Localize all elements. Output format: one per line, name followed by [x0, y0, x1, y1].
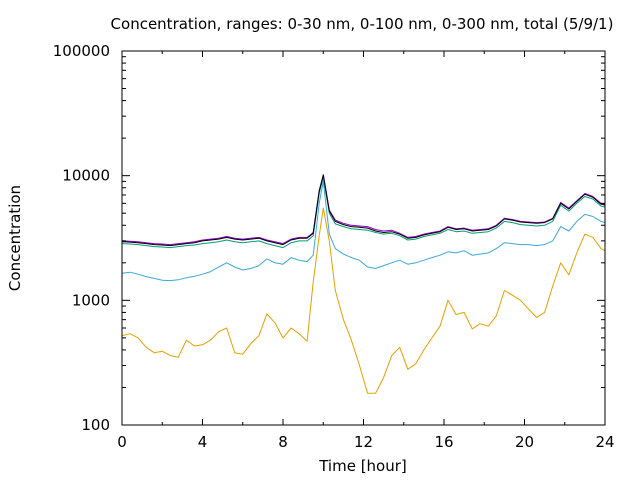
plot-frame	[121, 50, 606, 426]
series-line-2	[121, 180, 606, 282]
series-line-3	[121, 176, 606, 249]
y-tick-label: 10000	[62, 167, 110, 185]
x-tick-label: 20	[515, 433, 534, 451]
y-tick-label: 100000	[53, 42, 110, 60]
series-line-1	[121, 207, 606, 394]
chart-title: Concentration, ranges: 0-30 nm, 0-100 nm…	[111, 15, 614, 33]
x-tick-label: 16	[434, 433, 453, 451]
x-tick-label: 24	[595, 433, 614, 451]
x-axis-title: Time [hour]	[318, 457, 407, 475]
x-tick-label: 0	[117, 433, 127, 451]
x-tick-label: 12	[354, 433, 373, 451]
x-tick-label: 4	[198, 433, 208, 451]
series-line-5	[121, 174, 606, 247]
y-axis: 100 1000 10000 100000	[53, 42, 605, 434]
y-axis-title: Concentration	[6, 185, 24, 291]
x-axis: 0 4 8 12 16 20 24	[117, 51, 615, 451]
y-tick-label: 1000	[72, 291, 110, 309]
x-tick-label: 8	[278, 433, 288, 451]
series-line-4	[121, 174, 606, 246]
y-tick-label: 100	[81, 416, 110, 434]
series-layer	[121, 174, 606, 394]
